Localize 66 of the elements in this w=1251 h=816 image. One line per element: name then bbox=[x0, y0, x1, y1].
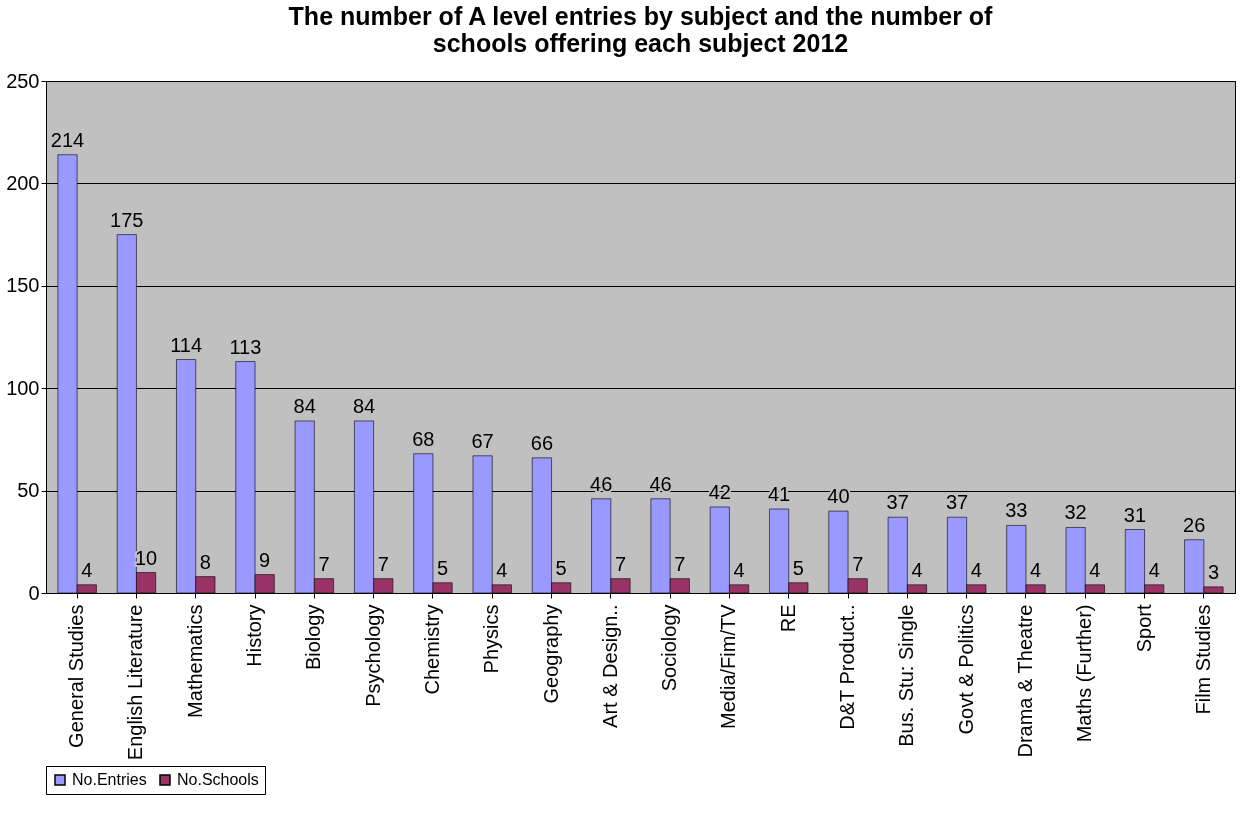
data-label: 113 bbox=[229, 335, 262, 358]
data-label: 4 bbox=[1148, 558, 1160, 581]
data-label: 7 bbox=[318, 552, 330, 575]
data-label: 5 bbox=[437, 556, 449, 579]
x-tick-label: Mathematics bbox=[183, 604, 206, 718]
data-label: 3 bbox=[1207, 560, 1220, 583]
data-label: 5 bbox=[555, 556, 567, 579]
data-label: 31 bbox=[1123, 503, 1147, 526]
data-label: 214 bbox=[50, 128, 85, 151]
x-tick-label: Film Studies bbox=[1191, 604, 1214, 715]
x-tick-label: Sport bbox=[1132, 604, 1155, 653]
data-label: 37 bbox=[886, 491, 909, 514]
data-label: 8 bbox=[199, 550, 211, 573]
data-label: 68 bbox=[412, 427, 435, 450]
data-label: 46 bbox=[590, 472, 613, 495]
x-tick-label: General Studies bbox=[65, 604, 88, 748]
data-label: 66 bbox=[530, 431, 554, 454]
data-label: 4 bbox=[911, 558, 923, 581]
legend-label: No.Entries bbox=[72, 771, 147, 788]
data-label: 4 bbox=[496, 558, 508, 581]
data-label: 32 bbox=[1064, 501, 1087, 524]
data-label: 26 bbox=[1183, 513, 1206, 536]
data-label: 7 bbox=[614, 552, 627, 575]
data-label: 9 bbox=[259, 548, 271, 571]
data-label: 37 bbox=[945, 491, 969, 514]
y-tick-label: 100 bbox=[6, 376, 40, 399]
x-tick-label: History bbox=[243, 604, 266, 667]
data-label: 84 bbox=[293, 394, 316, 417]
data-label: 46 bbox=[649, 472, 672, 495]
data-label: 4 bbox=[81, 558, 93, 581]
chart-title: The number of A level entries by subject and the number of schools offering each subject 2012 bbox=[288, 2, 994, 57]
x-tick-label: Bus. Stu: Single bbox=[895, 604, 918, 747]
data-label: 84 bbox=[352, 394, 376, 417]
data-label: 33 bbox=[1005, 499, 1028, 522]
legend-label: No.Schools bbox=[177, 771, 259, 788]
x-tick-label: English Literature bbox=[124, 604, 147, 761]
x-tick-label: Geography bbox=[539, 604, 562, 704]
x-tick-label: RE bbox=[776, 604, 799, 633]
y-tick-label: 50 bbox=[17, 479, 40, 502]
x-tick-label: Art & Design.. bbox=[598, 604, 621, 728]
data-label: 4 bbox=[1030, 558, 1042, 581]
x-tick-label: Maths (Further) bbox=[1073, 604, 1096, 743]
x-tick-label: Sociology bbox=[658, 604, 681, 692]
data-label: 67 bbox=[471, 429, 494, 452]
data-label: 114 bbox=[170, 333, 203, 356]
data-label: 7 bbox=[852, 552, 864, 575]
y-tick-label: 0 bbox=[28, 581, 40, 604]
x-tick-label: Drama & Theatre bbox=[1013, 604, 1036, 758]
data-label: 40 bbox=[827, 485, 850, 508]
x-tick-label: Psychology bbox=[361, 604, 384, 707]
x-tick-label: Biology bbox=[302, 604, 325, 671]
data-label: 5 bbox=[792, 556, 804, 579]
data-label: 4 bbox=[970, 558, 982, 581]
data-label: 4 bbox=[733, 558, 745, 581]
data-label: 4 bbox=[1089, 558, 1101, 581]
x-tick-label: D&T Product.. bbox=[836, 604, 859, 730]
data-label: 7 bbox=[377, 552, 389, 575]
data-label: 7 bbox=[674, 552, 686, 575]
x-tick-label: Govt & Politics bbox=[954, 604, 977, 735]
y-tick-label: 150 bbox=[6, 274, 40, 297]
y-tick-label: 200 bbox=[6, 171, 40, 194]
x-tick-label: Media/Fim/TV bbox=[717, 603, 740, 729]
x-tick-label: Chemistry bbox=[420, 604, 443, 695]
data-label: 175 bbox=[110, 208, 144, 231]
x-tick-label: Physics bbox=[480, 604, 503, 674]
y-tick-label: 250 bbox=[6, 69, 40, 92]
